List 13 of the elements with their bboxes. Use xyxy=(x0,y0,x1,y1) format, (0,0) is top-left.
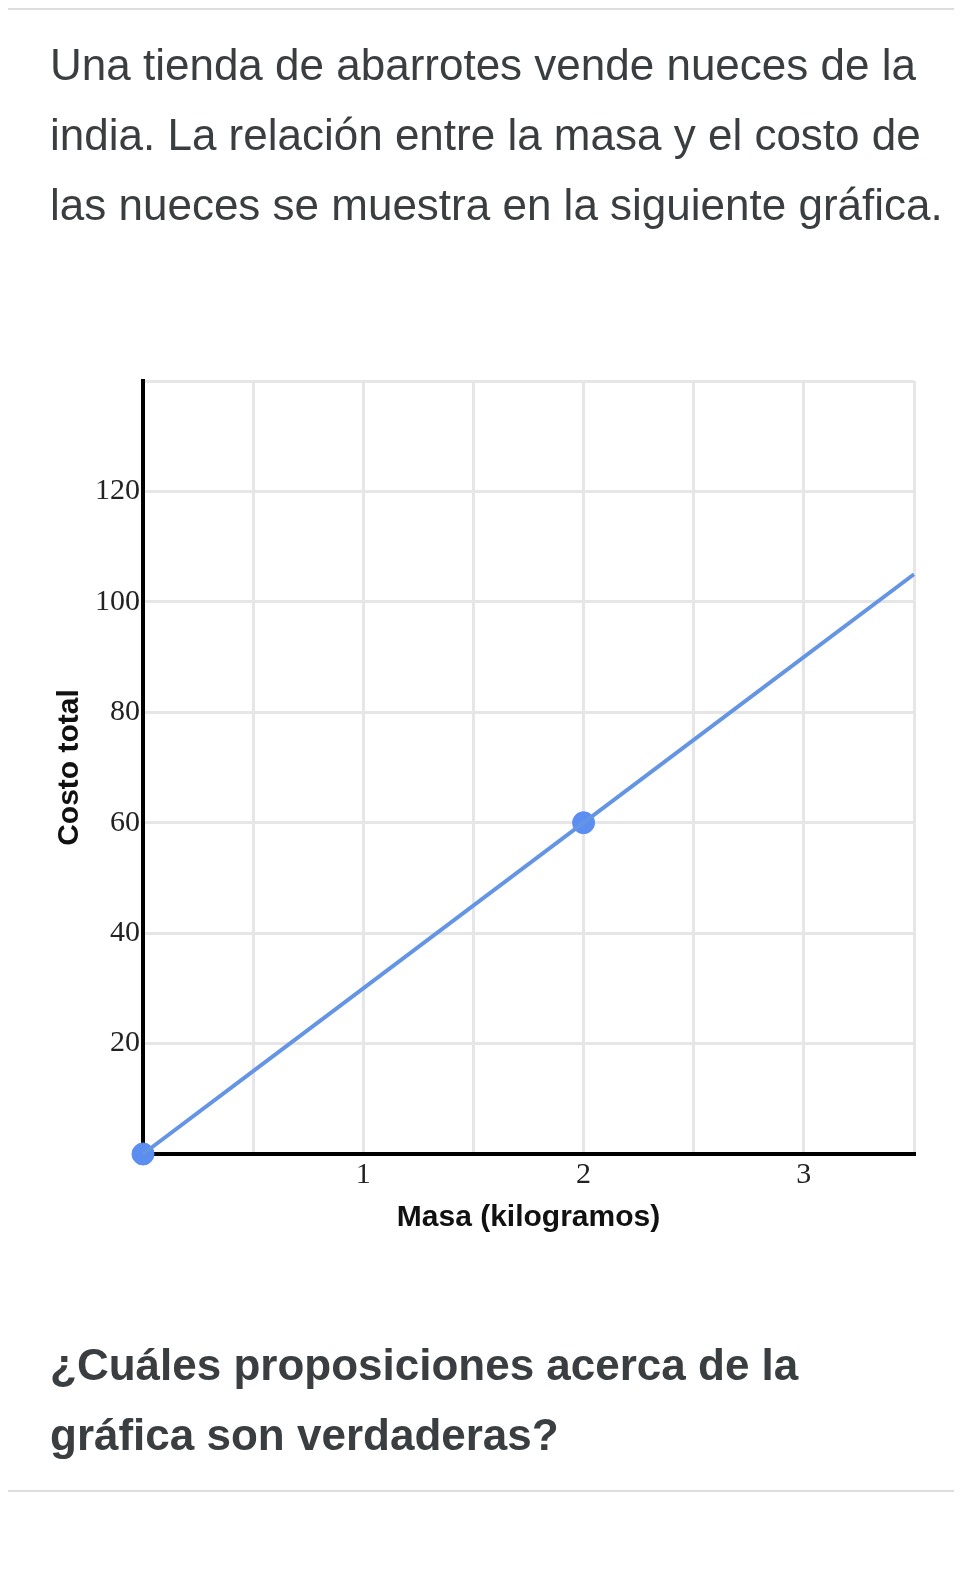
x-tick-label: 1 xyxy=(355,1155,371,1189)
y-tick-label: 40 xyxy=(110,914,140,948)
x-tick-label: 2 xyxy=(576,1155,592,1189)
y-axis-title: Costo total xyxy=(51,689,85,846)
text: ¿Cuáles proposiciones acerca de la gráfica son verdaderas? xyxy=(49,1339,800,1461)
y-tick-label: 20 xyxy=(110,1024,140,1058)
chart-title: Una tienda de abarrotes vende nueces de la india. La relación entre la masa y el costo de las nueces se muestra en la siguiente gráfica. xyxy=(49,39,944,231)
y-tick-label: 80 xyxy=(110,693,140,727)
y-tick-label: 60 xyxy=(110,803,140,837)
y-tick-label: 120 xyxy=(95,472,140,506)
x-tick-label: 3 xyxy=(796,1155,812,1189)
x-axis-title: Masa (kilogramos) xyxy=(396,1199,661,1233)
y-tick-label: 100 xyxy=(95,582,140,616)
